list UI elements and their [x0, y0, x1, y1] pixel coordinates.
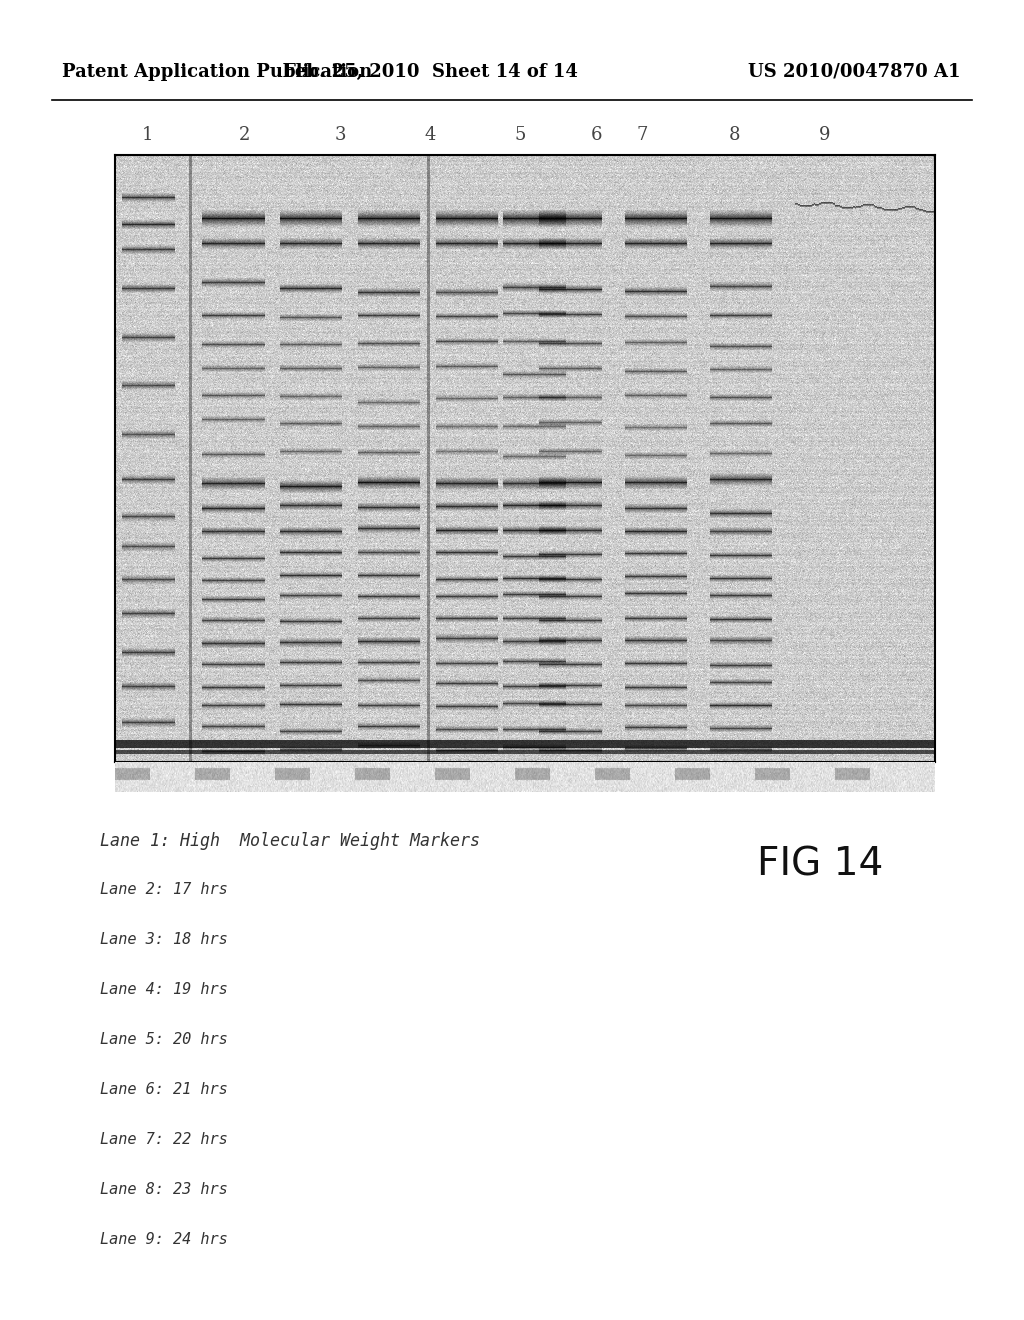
Text: Lane 2: 17 hrs: Lane 2: 17 hrs [100, 882, 227, 898]
Text: Lane 3: 18 hrs: Lane 3: 18 hrs [100, 932, 227, 946]
Text: 5: 5 [514, 125, 525, 144]
Text: Lane 6: 21 hrs: Lane 6: 21 hrs [100, 1082, 227, 1097]
Text: 4: 4 [424, 125, 435, 144]
Text: FIG 14: FIG 14 [757, 845, 883, 883]
Text: Feb. 25, 2010  Sheet 14 of 14: Feb. 25, 2010 Sheet 14 of 14 [283, 63, 578, 81]
Text: 8: 8 [729, 125, 740, 144]
Text: 3: 3 [334, 125, 346, 144]
Text: 9: 9 [819, 125, 830, 144]
Text: Lane 4: 19 hrs: Lane 4: 19 hrs [100, 982, 227, 997]
Text: 1: 1 [142, 125, 154, 144]
Text: Lane 7: 22 hrs: Lane 7: 22 hrs [100, 1133, 227, 1147]
Text: Patent Application Publication: Patent Application Publication [62, 63, 373, 81]
Text: US 2010/0047870 A1: US 2010/0047870 A1 [748, 63, 961, 81]
Text: Lane 8: 23 hrs: Lane 8: 23 hrs [100, 1181, 227, 1197]
Text: 6: 6 [591, 125, 603, 144]
Text: 2: 2 [240, 125, 251, 144]
Text: Lane 9: 24 hrs: Lane 9: 24 hrs [100, 1232, 227, 1247]
Text: Lane 1: High  Molecular Weight Markers: Lane 1: High Molecular Weight Markers [100, 832, 480, 850]
Text: Lane 5: 20 hrs: Lane 5: 20 hrs [100, 1032, 227, 1047]
Text: 7: 7 [636, 125, 648, 144]
